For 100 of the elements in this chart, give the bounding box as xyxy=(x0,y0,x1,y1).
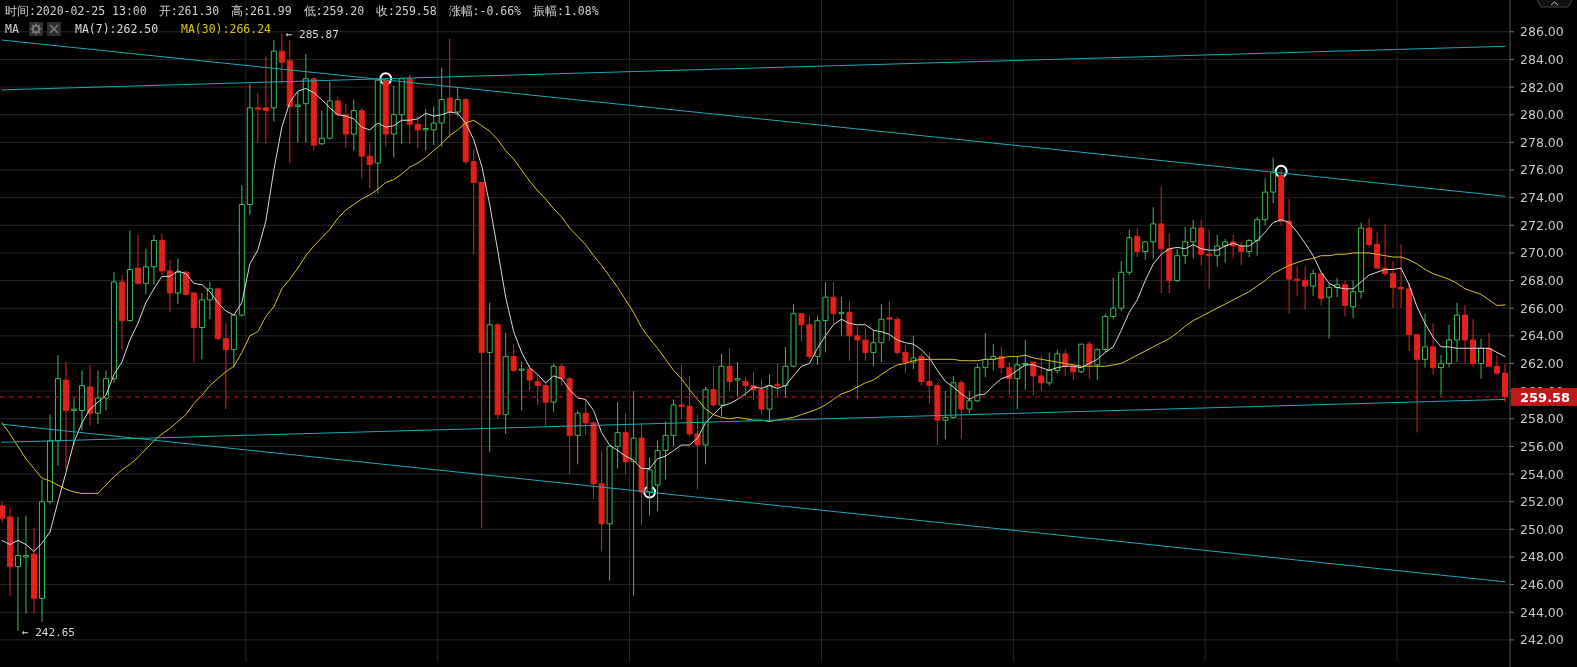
y-tick-label: 242.00 xyxy=(1520,632,1564,648)
candlestick xyxy=(1142,241,1149,261)
line-series xyxy=(1,87,1506,552)
candlestick xyxy=(198,292,205,360)
candlestick xyxy=(1486,332,1493,367)
candlestick xyxy=(422,108,429,152)
candlestick xyxy=(1294,266,1301,297)
candlestick xyxy=(158,233,165,276)
candlestick xyxy=(1390,260,1397,309)
annotation: 振幅:1.08% xyxy=(533,4,599,18)
candlestick xyxy=(118,274,125,351)
y-tick-label: 282.00 xyxy=(1520,79,1564,95)
point xyxy=(643,485,657,499)
text: MA(7):262.50 xyxy=(75,22,159,36)
candlestick xyxy=(510,343,517,373)
y-tick-label: 262.00 xyxy=(1520,355,1564,371)
candlestick xyxy=(390,85,397,159)
annotation: 低:259.20 xyxy=(303,4,365,18)
candlestick xyxy=(310,76,317,152)
candlestick xyxy=(1046,351,1053,387)
candlestick xyxy=(270,39,277,123)
y-tick-label: 280.00 xyxy=(1520,107,1564,123)
point xyxy=(1274,164,1288,178)
candlestick xyxy=(1462,304,1469,364)
candlestick xyxy=(350,99,357,152)
candlestick xyxy=(1310,269,1317,297)
candlestick xyxy=(574,409,581,465)
candlestick xyxy=(1198,219,1205,266)
candlestick xyxy=(30,527,37,615)
y-tick-label: 264.00 xyxy=(1520,328,1564,344)
candlestick xyxy=(830,281,837,326)
candlestick xyxy=(1038,354,1045,392)
candlestick xyxy=(0,501,5,523)
candlestick xyxy=(486,302,493,453)
candlestick xyxy=(622,412,629,475)
candlestick xyxy=(478,181,485,529)
candlestick xyxy=(126,230,133,323)
candlestick xyxy=(734,361,741,398)
y-tick-label: 258.00 xyxy=(1520,411,1564,427)
candlestick xyxy=(454,87,461,117)
candlestick xyxy=(1094,347,1101,381)
candlestick xyxy=(70,397,77,446)
candlestick xyxy=(1398,244,1405,309)
candlestick xyxy=(1238,241,1245,266)
candlestick xyxy=(1158,186,1165,294)
candlestick xyxy=(14,516,21,632)
candlestick xyxy=(22,515,29,615)
candlestick xyxy=(990,343,997,371)
y-tick-label: 252.00 xyxy=(1520,494,1564,510)
candlestick xyxy=(230,314,237,369)
candlestick xyxy=(1214,234,1221,268)
candlestick xyxy=(406,74,413,145)
candlestick xyxy=(430,105,437,146)
text: MA(30):266.24 xyxy=(181,22,272,36)
candlestick xyxy=(1174,248,1181,283)
y-tick-label: 270.00 xyxy=(1520,245,1564,261)
candlestick xyxy=(1286,198,1293,315)
candlestick xyxy=(1270,157,1277,204)
ref-line-label: 259.58 xyxy=(1520,389,1571,405)
candlestick xyxy=(1110,277,1117,320)
candlestick xyxy=(494,322,501,420)
annotation: 时间:2020-02-25 13:00 xyxy=(5,4,147,18)
candlestick xyxy=(182,270,189,297)
candlestick xyxy=(358,107,365,179)
candlestick xyxy=(190,291,197,363)
candlestick xyxy=(366,141,373,189)
candlestick xyxy=(374,78,381,194)
candlestick xyxy=(638,422,645,526)
annotation: 开:261.30 xyxy=(158,4,220,18)
candlestick xyxy=(342,103,349,149)
candlestick xyxy=(1302,266,1309,311)
candlestick xyxy=(1118,260,1125,312)
candlestick xyxy=(214,286,221,341)
candlestick xyxy=(1022,339,1029,391)
candlestick xyxy=(1342,280,1349,317)
candlestick xyxy=(134,234,141,286)
candlestick xyxy=(470,148,477,255)
candlestick xyxy=(398,78,405,145)
y-tick-label: 256.00 xyxy=(1520,438,1564,454)
candlestick xyxy=(278,33,285,85)
candlestick xyxy=(1318,271,1325,306)
candlestick xyxy=(54,354,61,467)
point xyxy=(379,72,393,86)
candlestick xyxy=(1078,343,1085,374)
candlestick xyxy=(1278,169,1285,226)
candlestick xyxy=(1086,340,1093,380)
y-tick-label: 272.00 xyxy=(1520,217,1564,233)
candlestick xyxy=(1470,318,1477,369)
candlestick xyxy=(142,248,149,295)
candlestick xyxy=(414,115,421,149)
candlestick xyxy=(246,83,253,215)
candlestick xyxy=(702,386,709,465)
candlestick xyxy=(1182,226,1189,265)
candlestick xyxy=(1430,322,1437,376)
candlestick xyxy=(1254,216,1261,257)
candlestick xyxy=(238,184,245,317)
candlestick xyxy=(1494,354,1501,376)
candlestick xyxy=(1350,280,1357,319)
candlestick xyxy=(382,78,389,147)
annotation: ← 242.65 xyxy=(21,625,75,639)
